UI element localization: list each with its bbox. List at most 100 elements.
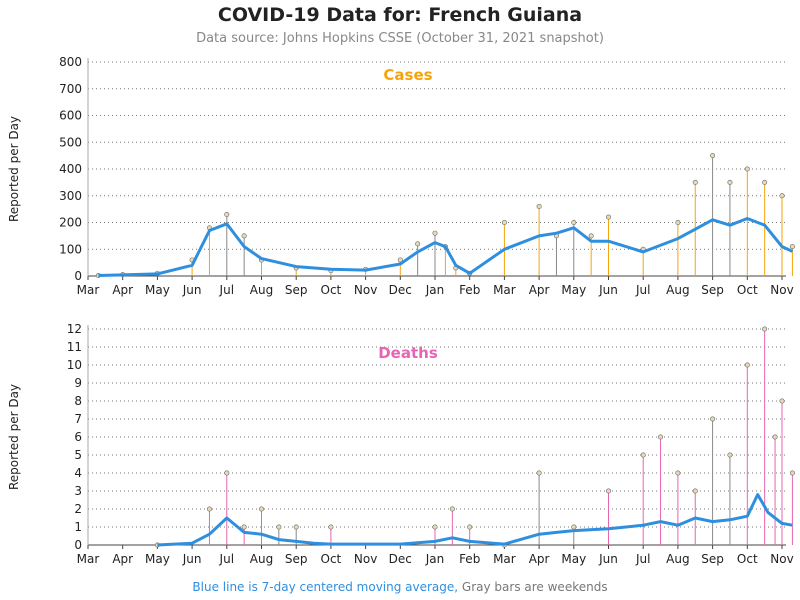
deaths-x-tick-label: Feb — [459, 552, 480, 566]
deaths-point — [258, 506, 264, 512]
cases-x-tick-label: Sep — [701, 283, 724, 297]
cases-point — [241, 233, 247, 239]
cases-point — [224, 211, 230, 217]
deaths-x-tick-label: Jul — [219, 552, 234, 566]
cases-x-tick-label: Aug — [250, 283, 273, 297]
deaths-point — [762, 326, 768, 332]
deaths-point — [276, 524, 282, 530]
cases-y-tick-label: 100 — [59, 242, 82, 256]
cases-point — [501, 220, 507, 226]
cases-x-tick-label: Dec — [389, 283, 412, 297]
deaths-point — [467, 524, 473, 530]
deaths-point — [710, 416, 716, 422]
cases-point — [692, 179, 698, 185]
deaths-point — [605, 488, 611, 494]
cases-point — [789, 244, 795, 250]
cases-x-tick-label: May — [145, 283, 170, 297]
deaths-x-tick-label: Nov — [770, 552, 793, 566]
cases-x-tick-label: May — [561, 283, 586, 297]
cases-y-tick-label: 400 — [59, 162, 82, 176]
cases-y-tick-label: 0 — [74, 269, 82, 283]
cases-moving-average-line — [98, 217, 794, 277]
deaths-x-tick-label: Apr — [112, 552, 133, 566]
cases-x-tick-label: Jun — [182, 283, 202, 297]
deaths-x-tick-label: Aug — [666, 552, 689, 566]
cases-x-tick-label: Mar — [77, 283, 100, 297]
cases-y-tick-label: 800 — [59, 55, 82, 69]
deaths-point — [744, 362, 750, 368]
cases-x-tick-label: Jun — [598, 283, 618, 297]
deaths-x-tick-label: Oct — [737, 552, 758, 566]
deaths-x-tick-label: May — [145, 552, 170, 566]
cases-point — [605, 214, 611, 220]
deaths-y-tick-label: 1 — [74, 520, 82, 534]
deaths-x-tick-label: Sep — [701, 552, 724, 566]
deaths-x-tick-label: Jul — [635, 552, 650, 566]
cases-point — [588, 233, 594, 239]
cases-x-tick-label: Mar — [493, 283, 516, 297]
deaths-point — [224, 470, 230, 476]
deaths-point — [779, 398, 785, 404]
cases-point — [571, 220, 577, 226]
cases-x-tick-label: Apr — [112, 283, 133, 297]
chart-title: COVID-19 Data for: French Guiana — [217, 4, 583, 26]
deaths-y-tick-label: 10 — [67, 358, 82, 372]
deaths-y-tick-label: 5 — [74, 448, 82, 462]
deaths-y-axis-label: Reported per Day — [7, 384, 21, 490]
deaths-x-tick-label: Apr — [529, 552, 550, 566]
cases-point — [779, 193, 785, 199]
cases-x-tick-label: Aug — [666, 283, 689, 297]
cases-x-tick-label: Sep — [285, 283, 308, 297]
deaths-point — [640, 452, 646, 458]
footer-note: Blue line is 7-day centered moving avera… — [0, 580, 800, 594]
cases-point — [415, 241, 421, 247]
cases-y-tick-label: 500 — [59, 135, 82, 149]
deaths-y-tick-label: 11 — [67, 340, 82, 354]
cases-x-tick-label: Feb — [459, 283, 480, 297]
deaths-x-tick-label: Aug — [250, 552, 273, 566]
cases-x-tick-label: Nov — [354, 283, 377, 297]
deaths-y-tick-label: 0 — [74, 538, 82, 552]
deaths-point — [571, 524, 577, 530]
cases-y-tick-label: 600 — [59, 109, 82, 123]
cases-x-tick-label: Oct — [737, 283, 758, 297]
deaths-y-tick-label: 3 — [74, 484, 82, 498]
cases-x-tick-label: Nov — [770, 283, 793, 297]
deaths-x-tick-label: Jan — [425, 552, 445, 566]
chart-subtitle: Data source: Johns Hopkins CSSE (October… — [196, 31, 604, 46]
cases-x-tick-label: Jan — [425, 283, 445, 297]
cases-y-tick-label: 700 — [59, 82, 82, 96]
cases-y-tick-label: 200 — [59, 216, 82, 230]
deaths-y-tick-label: 2 — [74, 502, 82, 516]
deaths-y-tick-label: 8 — [74, 394, 82, 408]
deaths-point — [449, 506, 455, 512]
deaths-point — [293, 524, 299, 530]
deaths-point — [772, 434, 778, 440]
deaths-y-tick-label: 7 — [74, 412, 82, 426]
cases-x-tick-label: Jul — [635, 283, 650, 297]
deaths-moving-average-line — [157, 493, 793, 547]
deaths-point — [432, 524, 438, 530]
cases-point — [397, 257, 403, 263]
cases-point — [536, 203, 542, 209]
cases-x-tick-label: Jul — [219, 283, 234, 297]
deaths-x-tick-label: Sep — [285, 552, 308, 566]
deaths-x-tick-label: May — [561, 552, 586, 566]
deaths-point — [692, 488, 698, 494]
deaths-x-tick-label: Jun — [598, 552, 618, 566]
deaths-point — [658, 434, 664, 440]
deaths-point — [727, 452, 733, 458]
deaths-point — [241, 524, 247, 530]
cases-point — [675, 220, 681, 226]
deaths-y-tick-label: 12 — [67, 322, 82, 336]
cases-point — [727, 179, 733, 185]
deaths-x-tick-label: Mar — [77, 552, 100, 566]
deaths-x-tick-label: Mar — [493, 552, 516, 566]
deaths-point — [328, 524, 334, 530]
cases-y-tick-label: 300 — [59, 189, 82, 203]
deaths-x-tick-label: Dec — [389, 552, 412, 566]
cases-point — [710, 153, 716, 159]
cases-panel-title: Cases — [383, 66, 432, 84]
cases-x-tick-label: Apr — [529, 283, 550, 297]
